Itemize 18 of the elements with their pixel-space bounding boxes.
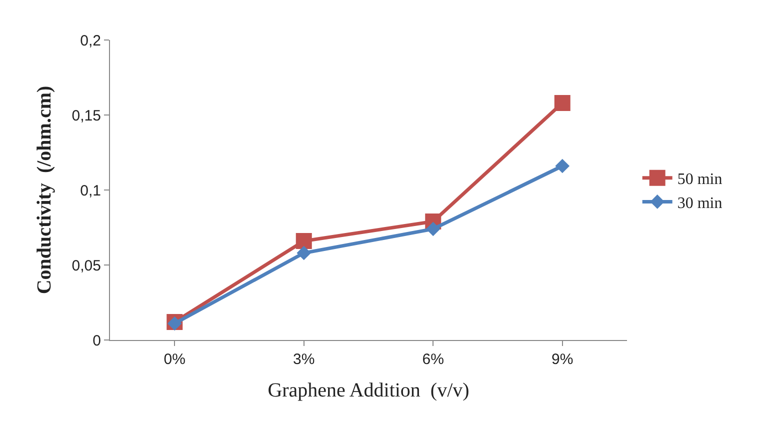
x-tick-label: 0% — [164, 351, 186, 368]
point — [426, 222, 440, 236]
x-tick-label: 9% — [552, 351, 574, 368]
x-tick-label: 6% — [422, 351, 444, 368]
legend-label: 50 min — [677, 171, 722, 188]
x-tick-label: 3% — [293, 351, 315, 368]
y-tick-label: 0 — [92, 332, 101, 350]
legend-label: 30 min — [677, 194, 722, 212]
y-tick-label: 0,05 — [72, 257, 101, 274]
point — [554, 95, 570, 111]
y-tick-label: 0,15 — [72, 107, 101, 124]
point — [296, 233, 312, 249]
point — [555, 158, 570, 174]
y-tick-label: 0,2 — [80, 32, 101, 50]
y-tick-label: 0,1 — [80, 182, 101, 200]
y-axis-title: Conductivity (/ohm.cm) — [33, 86, 56, 294]
point — [296, 246, 312, 260]
x-axis-title: Graphene Addition (v/v) — [268, 380, 470, 402]
